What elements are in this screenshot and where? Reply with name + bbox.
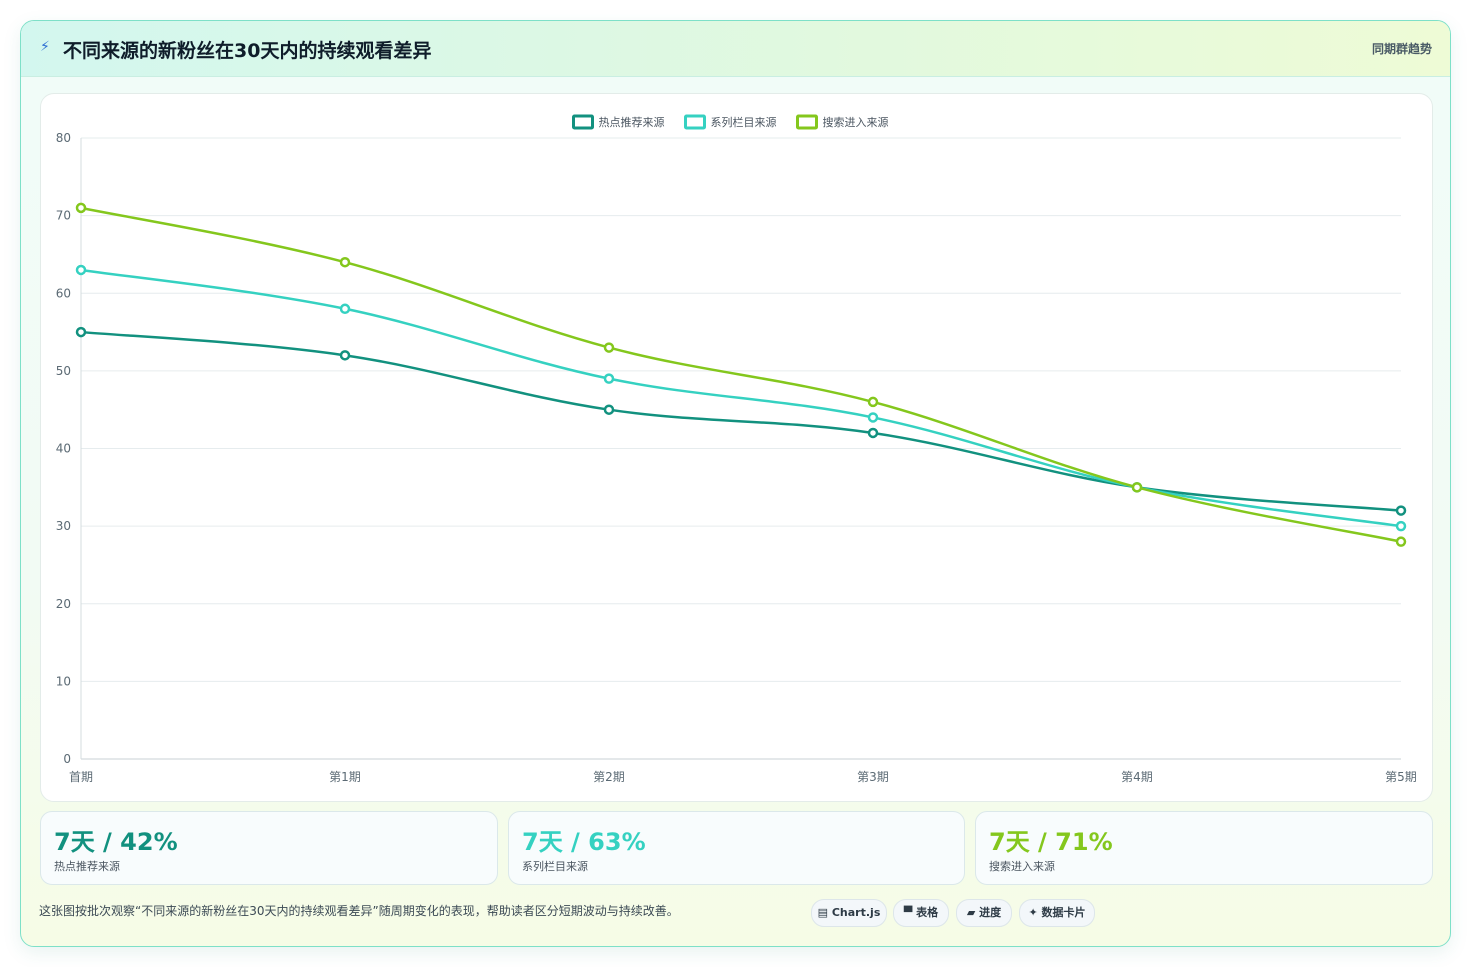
pill-chartjs[interactable]: ▤ Chart.js bbox=[811, 899, 887, 927]
data-point bbox=[75, 264, 87, 276]
stat-value: 7天 / 63% bbox=[522, 828, 646, 856]
data-point bbox=[867, 412, 879, 423]
pill-table[interactable]: ▀ 表格 bbox=[893, 899, 949, 927]
stat-card-hotspot: 7天 / 42% 热点推荐来源 bbox=[40, 811, 498, 885]
data-point bbox=[339, 303, 351, 315]
data-point bbox=[1395, 505, 1407, 516]
legend-swatch bbox=[684, 114, 706, 130]
table-icon: ▀ bbox=[903, 906, 913, 919]
y-tick-label: 0 bbox=[63, 752, 71, 766]
stat-value: 7天 / 42% bbox=[54, 828, 178, 856]
data-point bbox=[339, 350, 351, 361]
pill-label: Chart.js bbox=[831, 906, 881, 919]
stat-card-search: 7天 / 71% 搜索进入来源 bbox=[975, 811, 1433, 885]
pill-data-card[interactable]: ✦ 数据卡片 bbox=[1019, 899, 1095, 927]
pill-label: 进度 bbox=[979, 906, 1002, 919]
y-tick-label: 70 bbox=[56, 209, 71, 223]
x-tick-label: 第5期 bbox=[1385, 770, 1417, 784]
data-point bbox=[603, 373, 615, 384]
legend-label: 搜索进入来源 bbox=[823, 115, 889, 129]
card-header: ⚡ 不同来源的新粉丝在30天内的持续观看差异 同期群趋势 bbox=[21, 21, 1450, 77]
y-tick-label: 50 bbox=[56, 364, 71, 378]
trend-tag: 同期群趋势 bbox=[1371, 42, 1432, 56]
y-tick-label: 60 bbox=[56, 286, 71, 300]
series-line bbox=[80, 206, 1402, 543]
y-tick-label: 30 bbox=[56, 519, 71, 533]
x-tick-label: 第1期 bbox=[329, 770, 361, 784]
y-tick-label: 80 bbox=[56, 131, 71, 145]
data-point bbox=[339, 256, 351, 268]
stat-label: 热点推荐来源 bbox=[54, 860, 120, 873]
data-point bbox=[603, 404, 615, 415]
x-tick-label: 首期 bbox=[69, 770, 93, 784]
stat-value: 7天 / 71% bbox=[989, 828, 1113, 856]
data-point bbox=[1395, 520, 1407, 532]
x-tick-label: 第2期 bbox=[593, 770, 625, 784]
data-point bbox=[1131, 482, 1143, 493]
legend-label: 热点推荐来源 bbox=[599, 115, 665, 129]
x-tick-label: 第4期 bbox=[1121, 770, 1153, 784]
chart-panel: 0 10 20 30 40 50 60 70 80 首期 第1期 第2期 第3期 第4期 第5期 热点推荐来源… bbox=[40, 93, 1433, 802]
legend-swatch bbox=[572, 114, 594, 130]
line-chart: 0 10 20 30 40 50 60 70 80 首期 第1期 第2期 第3期 第4期 第5期 热点推荐来源… bbox=[56, 114, 1417, 784]
pill-progress[interactable]: ▰ 进度 bbox=[956, 899, 1012, 927]
legend-label: 系列栏目来源 bbox=[711, 115, 777, 129]
data-point bbox=[867, 427, 879, 439]
chart-icon: ▤ bbox=[817, 906, 829, 919]
x-tick-label: 第3期 bbox=[857, 770, 889, 784]
pill-label: 数据卡片 bbox=[1041, 906, 1086, 919]
legend-swatch bbox=[796, 114, 818, 130]
stat-label: 搜索进入来源 bbox=[989, 860, 1055, 873]
progress-icon: ▰ bbox=[966, 906, 976, 919]
lightning-icon: ⚡ bbox=[40, 39, 50, 55]
y-tick-label: 10 bbox=[56, 674, 71, 688]
data-point bbox=[75, 202, 87, 214]
stat-card-series: 7天 / 63% 系列栏目来源 bbox=[508, 811, 965, 885]
series-line bbox=[80, 268, 1402, 528]
sparkle-icon: ✦ bbox=[1028, 906, 1038, 919]
chart-title: 不同来源的新粉丝在30天内的持续观看差异 bbox=[63, 40, 432, 62]
chart-card: ⚡ 不同来源的新粉丝在30天内的持续观看差异 同期群趋势 0 10 20 30 40 50… bbox=[20, 20, 1451, 947]
pill-label: 表格 bbox=[916, 906, 939, 919]
chart-description: 这张图按批次观察“不同来源的新粉丝在30天内的持续观看差异”随周期变化的表现，帮… bbox=[39, 904, 679, 918]
data-point bbox=[867, 396, 879, 408]
stat-label: 系列栏目来源 bbox=[522, 860, 588, 873]
series-line bbox=[80, 330, 1402, 512]
y-tick-label: 40 bbox=[56, 442, 71, 456]
data-point bbox=[1395, 536, 1407, 547]
data-point bbox=[75, 326, 87, 338]
y-tick-label: 20 bbox=[56, 597, 71, 611]
data-point bbox=[603, 342, 615, 353]
